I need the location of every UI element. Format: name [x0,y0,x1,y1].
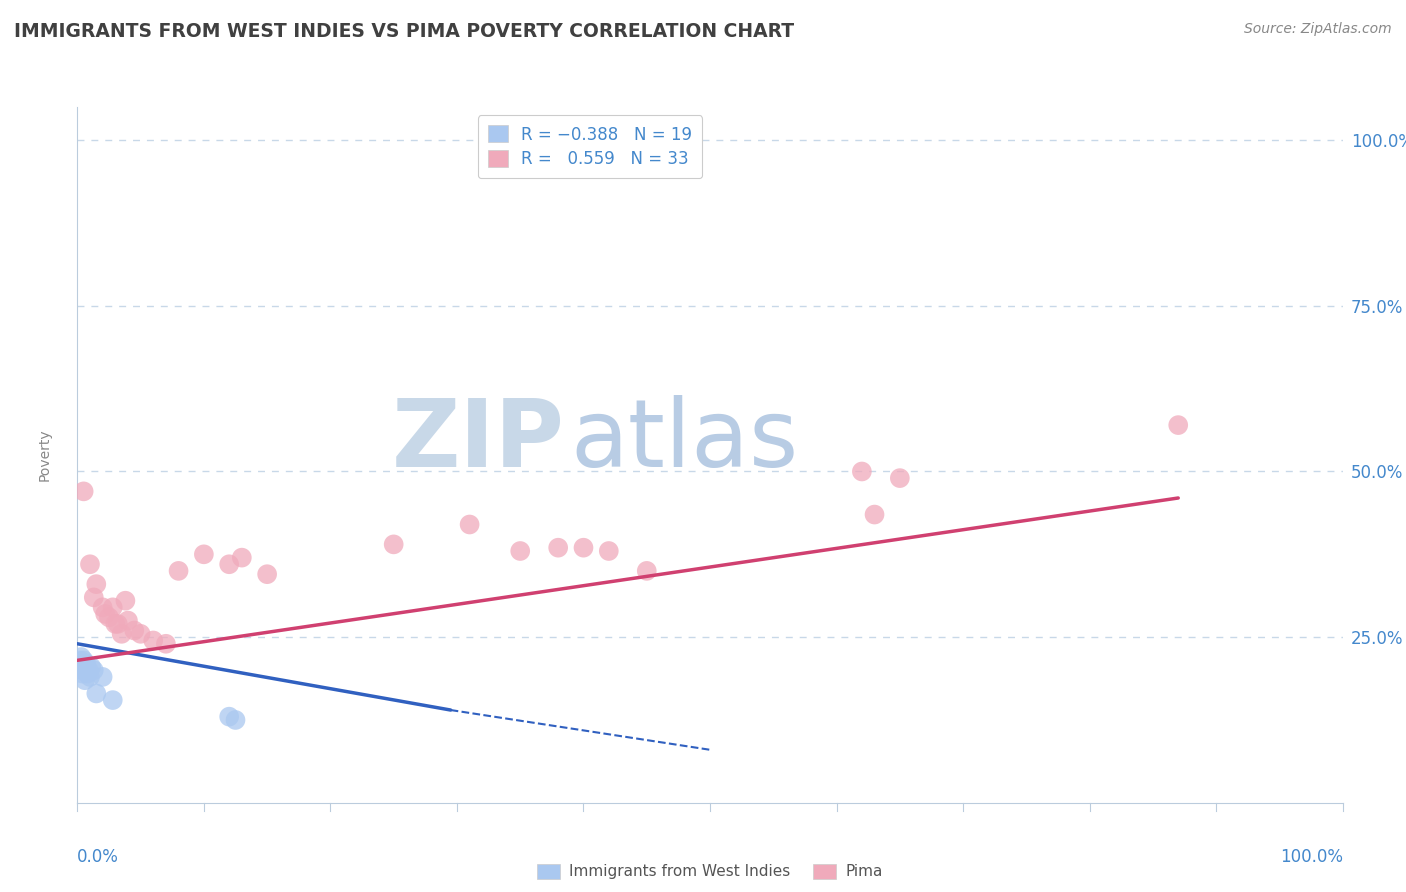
Point [382,537,405,551]
Point [598,544,620,558]
Point [101,693,124,707]
Point [851,465,873,479]
Point [98,610,120,624]
Point [231,550,253,565]
Point [72,657,94,671]
Point [547,541,569,555]
Point [572,541,595,555]
Point [104,616,127,631]
Point [83,591,105,605]
Point [218,558,240,572]
Point [79,558,101,572]
Point [124,624,146,638]
Point [636,564,658,578]
Point [225,713,247,727]
Legend: Immigrants from West Indies, Pima: Immigrants from West Indies, Pima [531,857,889,886]
Point [889,471,911,485]
Point [117,614,139,628]
Point [167,564,190,578]
Text: ZIP: ZIP [392,395,565,487]
Point [91,600,114,615]
Point [218,709,240,723]
Point [73,660,96,674]
Text: Source: ZipAtlas.com: Source: ZipAtlas.com [1244,22,1392,37]
Point [94,607,117,621]
Point [73,653,96,667]
Point [69,653,91,667]
Point [458,517,481,532]
Y-axis label: Poverty: Poverty [38,429,52,481]
Point [73,484,96,499]
Text: atlas: atlas [571,395,799,487]
Point [863,508,886,522]
Point [114,593,136,607]
Point [79,670,101,684]
Point [86,577,108,591]
Text: IMMIGRANTS FROM WEST INDIES VS PIMA POVERTY CORRELATION CHART: IMMIGRANTS FROM WEST INDIES VS PIMA POVE… [14,22,794,41]
Point [1167,418,1189,433]
Text: 100.0%: 100.0% [1279,848,1343,866]
Point [256,567,278,582]
Point [155,637,177,651]
Point [111,627,132,641]
Point [142,633,165,648]
Point [101,600,124,615]
Point [76,666,98,681]
Point [129,627,152,641]
Point [83,663,105,677]
Point [70,650,93,665]
Point [77,663,100,677]
Point [193,547,215,561]
Point [107,616,129,631]
Point [509,544,531,558]
Point [73,663,96,677]
Point [72,666,94,681]
Point [73,673,96,688]
Text: 0.0%: 0.0% [77,848,120,866]
Point [86,686,108,700]
Point [80,660,103,674]
Point [75,657,97,671]
Point [91,670,114,684]
